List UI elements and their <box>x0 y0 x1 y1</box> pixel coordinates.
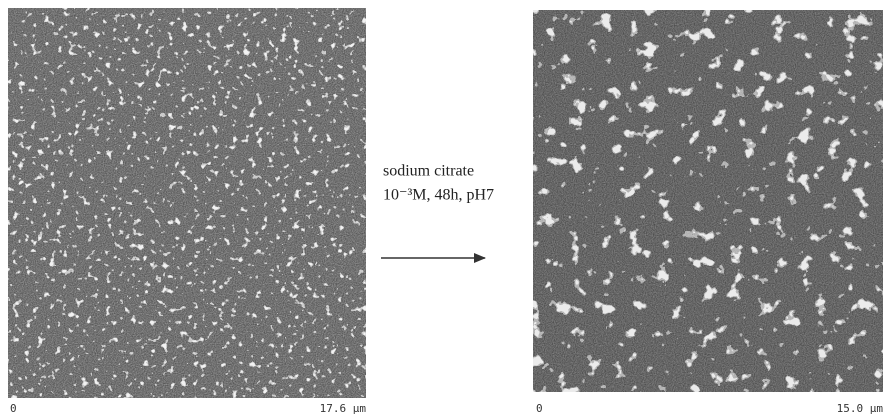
afm-image-before <box>8 8 366 398</box>
scale-end: 17.6 µm <box>320 402 367 415</box>
scale-start: 0 <box>10 402 17 415</box>
scale-start: 0 <box>536 402 543 415</box>
scale-end: 15.0 µm <box>837 402 884 415</box>
condition-line-1: sodium citrate <box>383 163 474 180</box>
condition-line-2: 10⁻³M, 48h, pH7 <box>383 187 494 204</box>
afm-image-after <box>533 10 883 392</box>
